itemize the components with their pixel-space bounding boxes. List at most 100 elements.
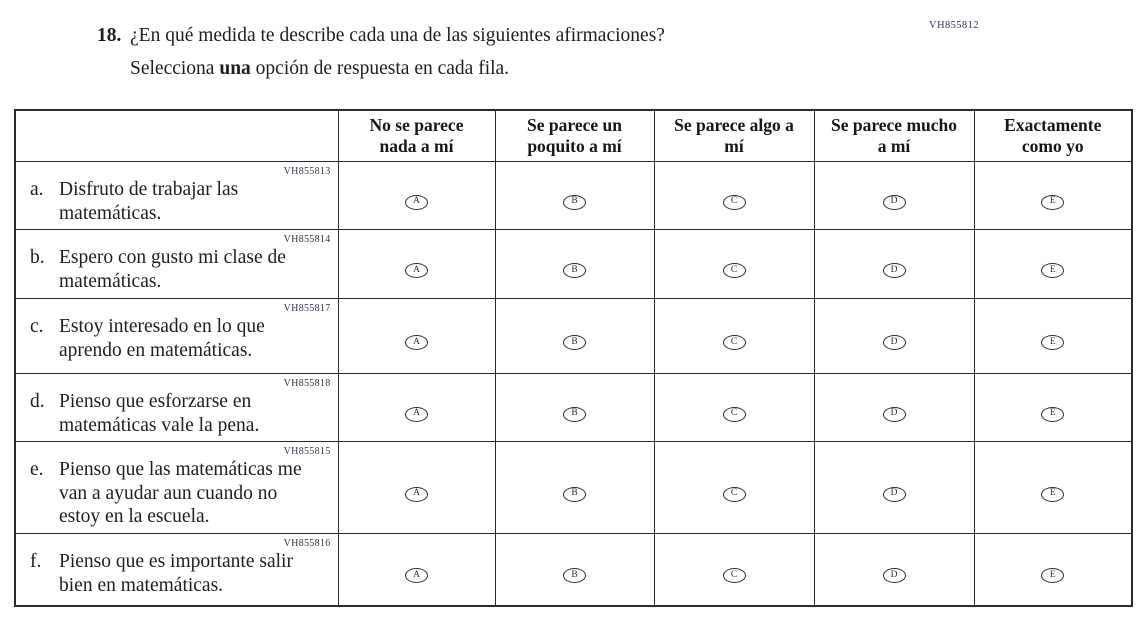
statement-cell-a: VH855813 a. Disfruto de trabajar las mat… [14,161,339,231]
option-bubble-e-B[interactable]: B [563,486,586,502]
row-code-f: VH855816 [283,538,331,550]
option-cell: E [973,533,1133,607]
row-code-e: VH855815 [283,446,331,458]
option-bubble-d-A[interactable]: A [405,406,428,422]
option-bubble-c-E[interactable]: E [1041,335,1065,351]
option-cell: C [653,229,815,300]
statement-label-d: d. [30,391,45,413]
header-cell-not-like-me: No se parece nada a mí [337,109,496,163]
option-cell: D [813,161,975,231]
option-bubble-f-A[interactable]: A [405,568,428,584]
option-cell: D [813,373,975,443]
option-cell: B [494,441,655,535]
row-code-a: VH855813 [283,166,331,178]
option-bubble-f-C[interactable]: C [722,568,746,584]
option-bubble-a-E[interactable]: E [1041,194,1065,210]
header-cell-empty [14,109,339,163]
statement-label-e: e. [30,459,44,481]
statement-cell-f: VH855816 f. Pienso que es importante sal… [14,533,339,607]
option-bubble-d-E[interactable]: E [1041,406,1065,422]
option-cell: E [973,229,1133,300]
statement-cell-b: VH855814 b. Espero con gusto mi clase de… [14,229,339,300]
option-cell: D [813,298,975,375]
row-code-d: VH855818 [283,378,331,390]
option-cell: D [813,533,975,607]
table-row-d: VH855818 d. Pienso que esforzarse en mat… [14,373,1133,443]
statement-label-f: f. [30,551,42,573]
statement-label-a: a. [30,179,44,201]
header-cell-exactly-like-me: Exactamente como yo [973,109,1133,163]
option-bubble-b-B[interactable]: B [563,263,586,279]
question-accession-code: VH855812 [929,20,979,31]
header-row: No se parece nada a mí Se parece un poqu… [14,109,1133,163]
option-cell: C [653,161,815,231]
statement-text-a: Disfruto de trabajar las matemáticas. [59,179,239,224]
option-bubble-c-B[interactable]: B [563,335,586,351]
option-bubble-d-D[interactable]: D [882,406,906,422]
option-bubble-e-A[interactable]: A [405,486,428,502]
row-code-c: VH855817 [283,303,331,315]
option-cell: A [337,298,496,375]
table-row-c: VH855817 c. Estoy interesado en lo que a… [14,298,1133,375]
header-cell-little-like-me: Se parece un poquito a mí [494,109,655,163]
option-cell: B [494,298,655,375]
option-cell: C [653,373,815,443]
option-cell: E [973,373,1133,443]
instruction-bold: una [219,58,251,80]
option-bubble-f-E[interactable]: E [1041,568,1065,584]
table-row-b: VH855814 b. Espero con gusto mi clase de… [14,229,1133,300]
option-bubble-c-D[interactable]: D [882,335,906,351]
survey-matrix-table: No se parece nada a mí Se parece un poqu… [14,108,1133,607]
option-bubble-b-E[interactable]: E [1041,263,1065,279]
option-bubble-a-B[interactable]: B [563,194,586,210]
option-cell: B [494,161,655,231]
table-row-f: VH855816 f. Pienso que es importante sal… [14,533,1133,607]
option-bubble-f-D[interactable]: D [882,568,906,584]
option-cell: A [337,441,496,535]
statement-cell-e: VH855815 e. Pienso que las matemáticas m… [14,441,339,535]
statement-text-c: Estoy interesado en lo que aprendo en ma… [59,316,265,361]
option-bubble-b-D[interactable]: D [882,263,906,279]
option-cell: C [653,533,815,607]
table-row-e: VH855815 e. Pienso que las matemáticas m… [14,441,1133,535]
option-cell: E [973,441,1133,535]
option-bubble-a-C[interactable]: C [722,194,746,210]
option-bubble-e-D[interactable]: D [882,486,906,502]
question-instruction: Selecciona una opción de respuesta en ca… [130,57,1145,81]
option-cell: A [337,533,496,607]
option-bubble-e-C[interactable]: C [722,486,746,502]
option-bubble-c-C[interactable]: C [722,335,746,351]
option-cell: E [973,161,1133,231]
option-cell: D [813,229,975,300]
statement-text-d: Pienso que esforzarse en matemáticas val… [59,391,260,436]
statement-text-f: Pienso que es importante salir bien en m… [59,551,293,596]
statement-cell-c: VH855817 c. Estoy interesado en lo que a… [14,298,339,375]
question-block: 18. ¿En qué medida te describe cada una … [97,0,1145,82]
statement-cell-d: VH855818 d. Pienso que esforzarse en mat… [14,373,339,443]
option-cell: B [494,533,655,607]
option-bubble-d-C[interactable]: C [722,406,746,422]
header-cell-somewhat-like-me: Se parece algo a mí [653,109,815,163]
option-bubble-b-C[interactable]: C [722,263,746,279]
statement-text-b: Espero con gusto mi clase de matemáticas… [59,247,286,292]
option-bubble-c-A[interactable]: A [405,335,428,351]
header-cell-much-like-me: Se parece mucho a mí [813,109,975,163]
option-bubble-e-E[interactable]: E [1041,486,1065,502]
option-cell: E [973,298,1133,375]
option-bubble-b-A[interactable]: A [405,263,428,279]
statement-label-c: c. [30,316,44,338]
option-cell: A [337,161,496,231]
question-number: 18. [97,25,122,46]
table-row-a: VH855813 a. Disfruto de trabajar las mat… [14,161,1133,231]
instruction-pre: Selecciona [130,58,220,80]
option-cell: C [653,441,815,535]
option-bubble-a-A[interactable]: A [405,194,428,210]
option-cell: B [494,373,655,443]
option-bubble-f-B[interactable]: B [563,568,586,584]
option-bubble-d-B[interactable]: B [563,406,586,422]
row-code-b: VH855814 [283,234,331,246]
option-cell: B [494,229,655,300]
option-bubble-a-D[interactable]: D [882,194,906,210]
option-cell: D [813,441,975,535]
